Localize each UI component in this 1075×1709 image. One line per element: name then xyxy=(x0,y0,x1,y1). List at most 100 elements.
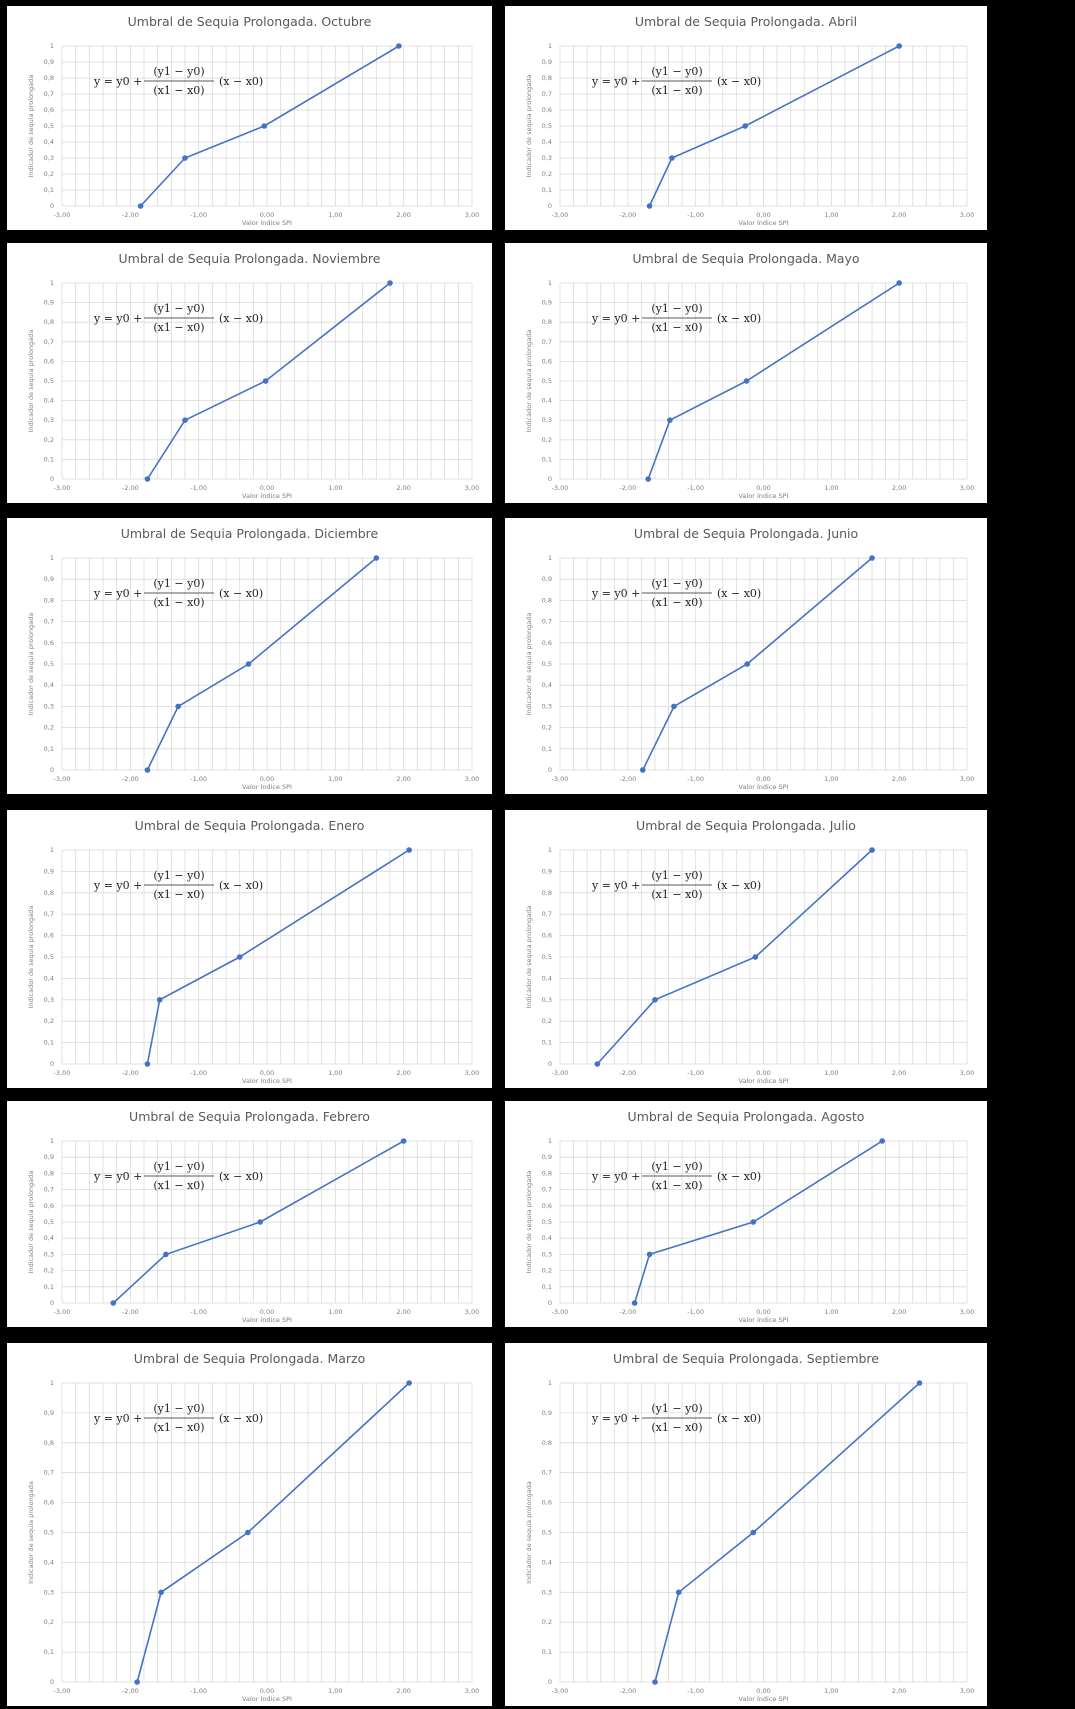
data-point xyxy=(373,555,380,561)
y-tick-label: 0,1 xyxy=(44,1039,54,1047)
x-tick-label: -1,00 xyxy=(190,775,207,783)
y-tick-label: 0,9 xyxy=(542,575,552,583)
x-tick-label: 1,00 xyxy=(824,211,838,219)
y-tick-label: 0,1 xyxy=(44,1283,54,1291)
gridlines xyxy=(559,45,968,207)
y-tick-label: 1 xyxy=(50,554,54,562)
x-tick-label: 2,00 xyxy=(396,484,410,492)
x-tick-label: 2,00 xyxy=(396,775,410,783)
x-tick-label: 1,00 xyxy=(824,484,838,492)
y-axis-label: Indicador de sequia prolongada xyxy=(27,613,35,716)
chart-title: Umbral de Sequia Prolongada. Abril xyxy=(635,14,857,29)
chart-panel: Umbral de Sequia Prolongada. Octubre 0 0,1… xyxy=(7,6,492,230)
y-tick-label: 0,9 xyxy=(44,575,54,583)
equation-lhs: y = y0 + xyxy=(93,879,142,892)
line-chart: Umbral de Sequia Prolongada. Junio 0 0,1 0,… xyxy=(525,526,974,791)
series-line xyxy=(146,849,410,1065)
y-tick-label: 0,8 xyxy=(44,1439,54,1447)
x-axis-label: Valor índice SPI xyxy=(242,1077,292,1085)
series-line xyxy=(140,45,400,207)
y-tick-label: 0,7 xyxy=(44,910,54,918)
equation-lhs: y = y0 + xyxy=(591,75,640,88)
equation-numerator: (y1 − y0) xyxy=(651,1160,702,1173)
series-line xyxy=(146,557,377,771)
x-tick-label: 2,00 xyxy=(396,1687,410,1695)
equation-annotation: y = y0 + (y1 − y0) (x1 − x0) (x − x0) xyxy=(93,1160,263,1192)
equation-lhs: y = y0 + xyxy=(591,879,640,892)
x-tick-label: -3,00 xyxy=(54,1687,71,1695)
x-tick-label: -1,00 xyxy=(687,211,704,219)
x-tick-label: 0,00 xyxy=(260,1069,274,1077)
x-tick-label: -1,00 xyxy=(190,1069,207,1077)
y-tick-label: 0,5 xyxy=(44,660,54,668)
data-point xyxy=(134,1679,140,1685)
equation-denominator: (x1 − x0) xyxy=(651,84,702,97)
line-chart: Umbral de Sequia Prolongada. Enero 0 0,1 0,… xyxy=(27,818,479,1085)
y-tick-label: 0,2 xyxy=(542,436,552,444)
equation-tail: (x − x0) xyxy=(219,312,263,325)
data-point xyxy=(257,1219,263,1225)
y-tick-label: 0 xyxy=(50,202,54,210)
line-chart: Umbral de Sequia Prolongada. Febrero 0 0,1… xyxy=(27,1109,479,1324)
y-tick-label: 0,3 xyxy=(542,154,552,162)
x-tick-label: 2,00 xyxy=(396,1069,410,1077)
y-tick-label: 0,4 xyxy=(44,681,54,689)
y-tick-label: 0,5 xyxy=(542,660,552,668)
x-tick-label: 0,00 xyxy=(756,1069,770,1077)
chart-title: Umbral de Sequia Prolongada. Julio xyxy=(636,818,856,833)
equation-tail: (x − x0) xyxy=(717,587,761,600)
x-tick-label: 3,00 xyxy=(465,775,479,783)
y-axis-label: Indicador de sequia prolongada xyxy=(525,613,533,716)
data-point xyxy=(144,1061,151,1067)
y-tick-label: 0,3 xyxy=(542,1250,552,1258)
data-point xyxy=(182,417,188,423)
data-point xyxy=(144,767,151,773)
y-tick-label: 0,2 xyxy=(542,1017,552,1025)
x-axis-label: Valor índice SPI xyxy=(739,492,789,500)
y-tick-label: 0,9 xyxy=(542,867,552,875)
y-tick-label: 0,8 xyxy=(44,889,54,897)
x-tick-label: 2,00 xyxy=(892,211,906,219)
y-tick-label: 0,2 xyxy=(44,1618,54,1626)
x-axis-label: Valor índice SPI xyxy=(739,1077,789,1085)
x-tick-label: 2,00 xyxy=(892,1308,906,1316)
y-tick-label: 0,4 xyxy=(44,1558,54,1566)
equation-tail: (x − x0) xyxy=(717,1170,761,1183)
y-tick-label: 0,3 xyxy=(542,702,552,710)
data-point xyxy=(400,1138,407,1144)
equation-denominator: (x1 − x0) xyxy=(153,888,204,901)
chart-title: Umbral de Sequia Prolongada. Agosto xyxy=(628,1109,865,1124)
data-point xyxy=(594,1061,601,1067)
y-axis-label: Indicador de sequia prolongada xyxy=(525,75,533,178)
data-point xyxy=(896,280,902,286)
x-tick-label: 2,00 xyxy=(892,775,906,783)
series-line xyxy=(112,1140,405,1304)
x-tick-label: -3,00 xyxy=(54,1069,71,1077)
chart-panel: Umbral de Sequia Prolongada. Agosto 0 0,1 0… xyxy=(505,1101,987,1327)
chart-title: Umbral de Sequia Prolongada. Mayo xyxy=(632,251,859,266)
x-tick-label: 1,00 xyxy=(328,775,342,783)
x-axis-label: Valor índice SPI xyxy=(242,783,292,791)
series-line xyxy=(648,45,900,207)
equation-denominator: (x1 − x0) xyxy=(153,1179,204,1192)
x-axis-label: Valor índice SPI xyxy=(242,492,292,500)
y-tick-label: 0,5 xyxy=(542,1218,552,1226)
y-tick-label: 0,4 xyxy=(542,974,552,982)
x-tick-label: 2,00 xyxy=(892,484,906,492)
line-chart: Umbral de Sequia Prolongada. Agosto 0 0,1 0… xyxy=(525,1109,974,1324)
x-tick-label: 0,00 xyxy=(756,484,770,492)
x-tick-label: 2,00 xyxy=(892,1069,906,1077)
x-tick-label: 1,00 xyxy=(328,1687,342,1695)
y-tick-label: 0,7 xyxy=(44,90,54,98)
equation-tail: (x − x0) xyxy=(219,75,263,88)
equation-tail: (x − x0) xyxy=(219,1170,263,1183)
y-tick-label: 0,3 xyxy=(44,154,54,162)
equation-lhs: y = y0 + xyxy=(591,1170,640,1183)
chart-title: Umbral de Sequia Prolongada. Octubre xyxy=(128,14,372,29)
x-tick-label: -1,00 xyxy=(190,211,207,219)
chart-title: Umbral de Sequia Prolongada. Noviembre xyxy=(119,251,381,266)
equation-annotation: y = y0 + (y1 − y0) (x1 − x0) (x − x0) xyxy=(591,577,761,609)
equation-lhs: y = y0 + xyxy=(591,312,640,325)
y-tick-label: 0,9 xyxy=(44,1153,54,1161)
y-tick-label: 0,6 xyxy=(44,106,54,114)
